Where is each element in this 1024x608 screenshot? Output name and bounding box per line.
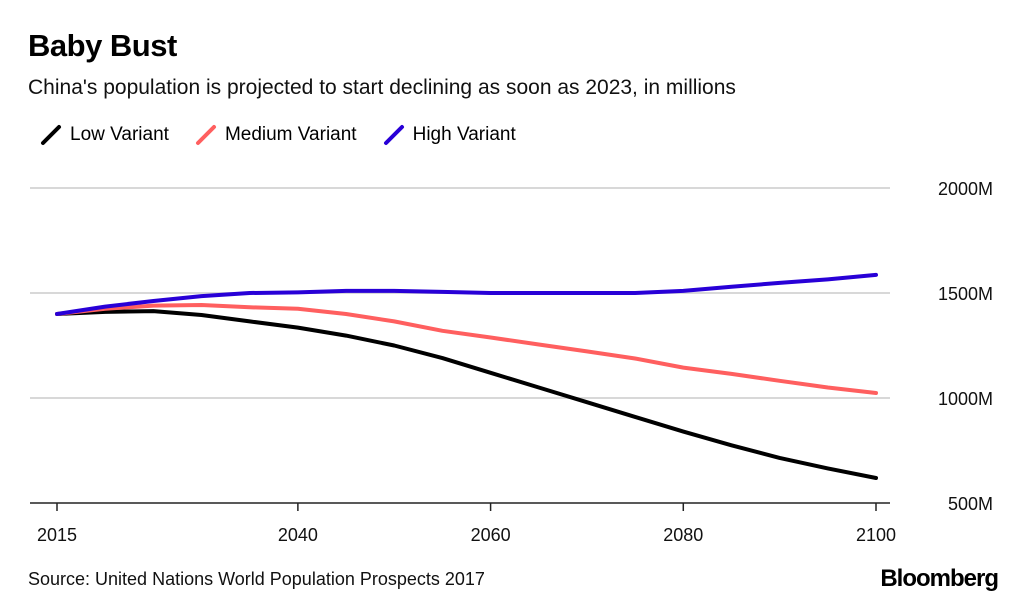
y-tick-label: 1500M [938, 284, 993, 304]
bloomberg-logo: Bloomberg [880, 565, 999, 592]
x-tick-label: 2040 [278, 525, 318, 545]
legend-item-high: High Variant [383, 124, 516, 146]
legend-item-medium: Medium Variant [195, 124, 357, 146]
legend-swatch-medium-icon [195, 125, 216, 145]
x-tick-label: 2100 [856, 525, 896, 545]
series-line-low [55, 309, 878, 480]
series-line-high [55, 272, 878, 316]
legend-label-medium: Medium Variant [224, 124, 357, 145]
chart-title: Baby Bust [28, 28, 177, 63]
series-line-medium [55, 303, 878, 395]
x-tick-label: 2060 [471, 525, 511, 545]
legend-swatch-high-icon [383, 125, 404, 145]
legend-label-high: High Variant [412, 124, 516, 145]
legend-swatch-low-icon [41, 125, 61, 145]
y-tick-label: 2000M [938, 179, 993, 199]
y-tick-label: 1000M [938, 389, 993, 409]
legend-label-low: Low Variant [70, 124, 169, 145]
chart-subtitle: China's population is projected to start… [28, 76, 736, 99]
legend-item-low: Low Variant [40, 124, 169, 146]
y-tick-label: 500M [948, 494, 993, 514]
source-note: Source: United Nations World Population … [28, 569, 485, 589]
legend: Low Variant Medium Variant High Variant [40, 124, 516, 146]
x-tick-label: 2080 [663, 525, 703, 545]
x-tick-label: 2015 [37, 525, 77, 545]
